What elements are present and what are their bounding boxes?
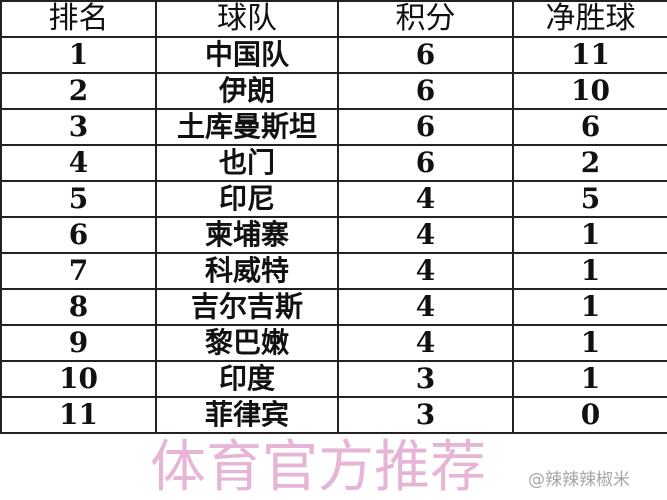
cell-points: 6 — [337, 36, 514, 74]
cell-rank: 7 — [0, 252, 157, 290]
cell-rank: 10 — [0, 360, 157, 398]
cell-team: 菲律宾 — [155, 396, 339, 434]
cell-points: 4 — [337, 288, 514, 326]
cell-points: 6 — [337, 144, 514, 182]
table-row: 1 中国队 6 11 — [0, 36, 667, 74]
table-row: 11 菲律宾 3 0 — [0, 396, 667, 434]
cell-rank: 5 — [0, 180, 157, 218]
cell-goal-diff: 1 — [512, 360, 667, 398]
cell-rank: 4 — [0, 144, 157, 182]
cell-rank: 1 — [0, 36, 157, 74]
cell-team: 印尼 — [155, 180, 339, 218]
cell-rank: 11 — [0, 396, 157, 434]
cell-team: 柬埔寨 — [155, 216, 339, 254]
cell-points: 4 — [337, 216, 514, 254]
cell-goal-diff: 1 — [512, 216, 667, 254]
cell-team: 吉尔吉斯 — [155, 288, 339, 326]
cell-goal-diff: 11 — [512, 36, 667, 74]
cell-goal-diff: 0 — [512, 396, 667, 434]
table-row: 4 也门 6 2 — [0, 144, 667, 182]
cell-points: 6 — [337, 72, 514, 110]
cell-team: 黎巴嫩 — [155, 324, 339, 362]
header-points: 积分 — [337, 0, 514, 38]
cell-points: 3 — [337, 360, 514, 398]
header-team: 球队 — [155, 0, 339, 38]
table-row: 10 印度 3 1 — [0, 360, 667, 398]
table-row: 8 吉尔吉斯 4 1 — [0, 288, 667, 326]
cell-points: 3 — [337, 396, 514, 434]
cell-goal-diff: 5 — [512, 180, 667, 218]
standings-table: 排名 球队 积分 净胜球 1 中国队 6 11 2 伊朗 6 10 3 土库曼斯坦 6 6 4 也门 6 2 5… — [0, 0, 667, 434]
watermark: 体育官方推荐 — [150, 435, 486, 500]
cell-goal-diff: 6 — [512, 108, 667, 146]
cell-goal-diff: 2 — [512, 144, 667, 182]
table-row: 3 土库曼斯坦 6 6 — [0, 108, 667, 146]
cell-rank: 9 — [0, 324, 157, 362]
source-tag: @辣辣辣椒米 — [528, 470, 630, 490]
header-goal-diff: 净胜球 — [512, 0, 667, 38]
cell-team: 印度 — [155, 360, 339, 398]
cell-goal-diff: 10 — [512, 72, 667, 110]
cell-team: 也门 — [155, 144, 339, 182]
cell-goal-diff: 1 — [512, 288, 667, 326]
cell-rank: 2 — [0, 72, 157, 110]
cell-rank: 8 — [0, 288, 157, 326]
cell-points: 6 — [337, 108, 514, 146]
cell-team: 科威特 — [155, 252, 339, 290]
table-row: 9 黎巴嫩 4 1 — [0, 324, 667, 362]
cell-team: 中国队 — [155, 36, 339, 74]
cell-rank: 6 — [0, 216, 157, 254]
cell-points: 4 — [337, 324, 514, 362]
cell-rank: 3 — [0, 108, 157, 146]
cell-points: 4 — [337, 252, 514, 290]
table-row: 6 柬埔寨 4 1 — [0, 216, 667, 254]
header-rank: 排名 — [0, 0, 157, 38]
table-row: 5 印尼 4 5 — [0, 180, 667, 218]
cell-goal-diff: 1 — [512, 324, 667, 362]
cell-team: 土库曼斯坦 — [155, 108, 339, 146]
cell-points: 4 — [337, 180, 514, 218]
table-row: 2 伊朗 6 10 — [0, 72, 667, 110]
table-row: 7 科威特 4 1 — [0, 252, 667, 290]
cell-team: 伊朗 — [155, 72, 339, 110]
cell-goal-diff: 1 — [512, 252, 667, 290]
header-row: 排名 球队 积分 净胜球 — [0, 0, 667, 38]
